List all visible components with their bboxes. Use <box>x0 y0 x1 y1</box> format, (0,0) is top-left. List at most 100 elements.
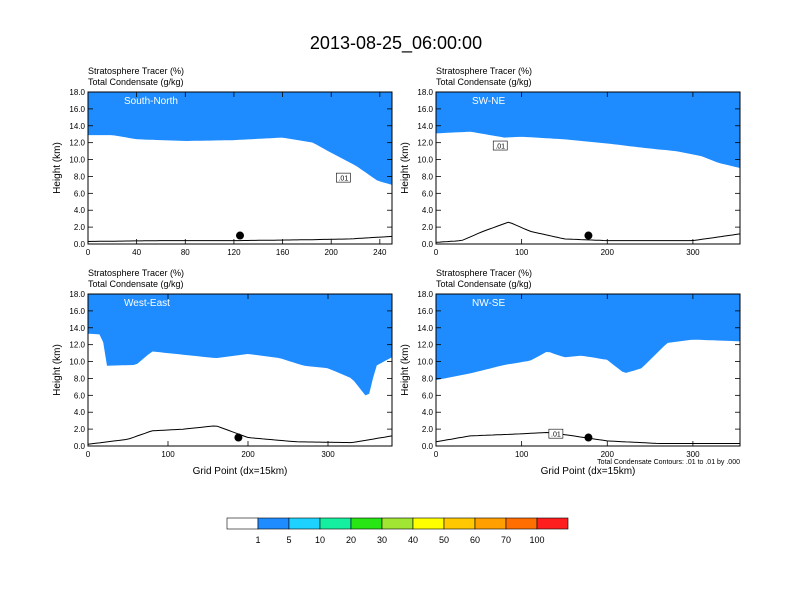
y-tick-label: 6.0 <box>422 189 434 198</box>
x-axis-label: Grid Point (dx=15km) <box>193 466 288 477</box>
panel-title: South-North <box>124 96 178 107</box>
y-tick-label: 14.0 <box>69 122 85 131</box>
y-tick-label: 10.0 <box>417 156 433 165</box>
colorbar-label: 60 <box>470 535 480 545</box>
colorbar-swatch <box>288 517 321 530</box>
colorbar-label: 50 <box>439 535 449 545</box>
y-tick-label: 16.0 <box>69 105 85 114</box>
panel-title: SW-NE <box>472 96 505 107</box>
contour-field-label: Total Condensate (g/kg) <box>88 279 184 289</box>
y-tick-label: 4.0 <box>422 408 434 417</box>
y-tick-label: 12.0 <box>69 341 85 350</box>
contour-label: .01 <box>336 172 351 183</box>
y-tick-label: 6.0 <box>422 391 434 400</box>
colorbar-swatch <box>443 517 476 530</box>
x-tick-label: 300 <box>686 450 700 459</box>
y-tick-label: 10.0 <box>69 358 85 367</box>
x-tick-label: 160 <box>276 248 290 257</box>
tracer-band-1 <box>88 92 392 185</box>
x-tick-label: 100 <box>515 450 529 459</box>
y-tick-label: 8.0 <box>422 172 434 181</box>
colorbar-swatch <box>350 517 383 530</box>
colorbar: 1 5 10 20 30 40 50 60 70 100 <box>226 517 569 545</box>
plot-frame <box>87 293 393 447</box>
x-tick-label: 200 <box>325 248 339 257</box>
y-tick-label: 18.0 <box>417 88 433 97</box>
contour-field-label: Total Condensate (g/kg) <box>88 77 184 87</box>
y-tick-label: 0.0 <box>74 240 86 249</box>
colorbar-label: 30 <box>377 535 387 545</box>
colorbar-swatch <box>381 517 414 530</box>
x-tick-label: 120 <box>227 248 241 257</box>
y-tick-label: 8.0 <box>74 374 86 383</box>
contour-label: .01 <box>548 428 564 439</box>
y-tick-label: 8.0 <box>74 172 86 181</box>
y-axis-label: Height (km) <box>400 344 411 396</box>
panel-nw-se: .01 0.0 2.0 4.0 6.0 8.0 10.0 12.0 14.0 16.0 18.0 0 1… <box>400 268 741 477</box>
x-tick-label: 100 <box>161 450 175 459</box>
y-tick-label: 14.0 <box>417 324 433 333</box>
x-tick-label: 200 <box>241 450 255 459</box>
plot-frame <box>87 91 393 245</box>
y-tick-label: 10.0 <box>69 156 85 165</box>
figure-title: 2013-08-25_06:00:00 <box>310 33 482 54</box>
colorbar-swatch <box>474 517 507 530</box>
y-tick-label: 10.0 <box>417 358 433 367</box>
y-tick-label: 2.0 <box>74 425 86 434</box>
colorbar-label: 40 <box>408 535 418 545</box>
y-tick-label: 14.0 <box>417 122 433 131</box>
x-tick-label: 200 <box>601 450 615 459</box>
location-marker <box>236 231 244 240</box>
colorbar-label: 100 <box>529 535 544 545</box>
panel-south-north: .01 0.0 2.0 4.0 6.0 8.0 10.0 12.0 14.0 16.0 18.0 0 4… <box>52 66 393 257</box>
y-tick-label: 4.0 <box>422 206 434 215</box>
y-tick-label: 2.0 <box>422 425 434 434</box>
tracer-band-1 <box>436 92 740 168</box>
x-tick-label: 300 <box>686 248 700 257</box>
panels: .01 0.0 2.0 4.0 6.0 8.0 10.0 12.0 14.0 16.0 18.0 0 4… <box>52 66 741 477</box>
panel-title: West-East <box>124 298 170 309</box>
terrain-line <box>435 221 741 243</box>
field-label: Stratosphere Tracer (%) <box>436 66 532 76</box>
colorbar-swatch <box>257 517 290 530</box>
panel-sw-ne: .01 0.0 2.0 4.0 6.0 8.0 10.0 12.0 14.0 16.0 18.0 0 1… <box>400 66 741 257</box>
y-tick-label: 18.0 <box>69 88 85 97</box>
y-tick-label: 16.0 <box>417 105 433 114</box>
location-marker <box>584 231 593 240</box>
x-tick-label: 200 <box>601 248 615 257</box>
svg-text:.01: .01 <box>551 432 561 439</box>
x-tick-label: 0 <box>434 450 439 459</box>
colorbar-label: 5 <box>286 535 291 545</box>
colorbar-swatch <box>319 517 352 530</box>
y-tick-label: 18.0 <box>417 290 433 299</box>
x-axis-label: Grid Point (dx=15km) <box>541 466 636 477</box>
x-tick-label: 0 <box>86 248 91 257</box>
field-label: Stratosphere Tracer (%) <box>88 268 184 278</box>
y-tick-label: 12.0 <box>69 139 85 148</box>
contour-note: Total Condensate Contours: .01 to .01 by… <box>597 459 740 466</box>
plot-frame <box>435 91 741 245</box>
colorbar-label: 10 <box>315 535 325 545</box>
x-tick-label: 80 <box>181 248 190 257</box>
y-axis-label: Height (km) <box>52 142 63 194</box>
colorbar-label: 1 <box>255 535 260 545</box>
y-tick-label: 4.0 <box>74 408 86 417</box>
colorbar-swatch <box>505 517 538 530</box>
plot-frame <box>435 293 741 447</box>
y-tick-label: 2.0 <box>74 223 86 232</box>
panel-title: NW-SE <box>472 298 505 309</box>
x-tick-label: 40 <box>132 248 141 257</box>
y-tick-label: 12.0 <box>417 139 433 148</box>
y-axis-label: Height (km) <box>400 142 411 194</box>
contour-field-label: Total Condensate (g/kg) <box>436 77 532 87</box>
x-tick-label: 100 <box>515 248 529 257</box>
svg-text:.01: .01 <box>495 144 505 151</box>
y-tick-label: 6.0 <box>74 189 86 198</box>
y-tick-label: 16.0 <box>69 307 85 316</box>
colorbar-swatch <box>226 517 259 530</box>
colorbar-swatch <box>536 517 569 530</box>
x-tick-label: 0 <box>434 248 439 257</box>
y-tick-label: 0.0 <box>74 442 86 451</box>
y-tick-label: 0.0 <box>422 240 434 249</box>
contour-label: .01 <box>492 140 508 151</box>
